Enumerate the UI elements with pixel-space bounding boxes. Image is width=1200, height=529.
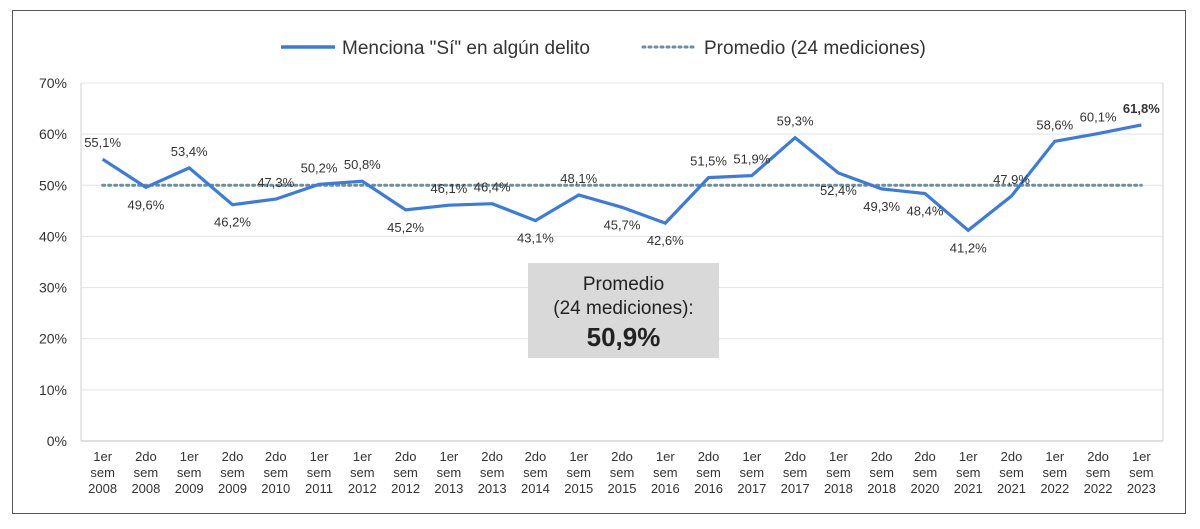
- y-tick-label: 30%: [39, 280, 67, 296]
- x-tick-label: 2do sem 2013: [478, 449, 507, 496]
- gridlines: [80, 82, 1164, 442]
- data-label: 50,8%: [344, 157, 381, 172]
- data-label: 49,6%: [127, 197, 164, 212]
- data-label: 47,3%: [257, 175, 294, 190]
- y-tick-label: 0%: [47, 433, 67, 449]
- data-label: 60,1%: [1080, 110, 1117, 125]
- average-annotation-value: 50,9%: [586, 322, 661, 352]
- x-tick-label: 2do sem 2010: [261, 449, 290, 496]
- line-chart: 0% 10% 20% 30% 40% 50% 60% 70% 1er sem 2008 2do sem…: [39, 38, 1164, 496]
- y-tick-label: 20%: [39, 331, 67, 347]
- data-label: 52,4%: [820, 183, 857, 198]
- x-tick-label: 2do sem 2015: [608, 449, 637, 496]
- chart-frame: 0% 10% 20% 30% 40% 50% 60% 70% 1er sem 2008 2do sem…: [12, 10, 1186, 514]
- data-label: 55,1%: [84, 135, 121, 150]
- x-tick-label: 2do sem 2022: [1084, 449, 1113, 496]
- x-tick-label: 1er sem 2008: [88, 449, 117, 496]
- x-axis-ticks: 1er sem 2008 2do sem 2008 1er sem 2009 2do sem 2009…: [88, 449, 1156, 496]
- data-label: 61,8%: [1123, 101, 1160, 116]
- y-tick-label: 40%: [39, 228, 67, 244]
- y-axis-ticks: 0% 10% 20% 30% 40% 50% 60% 70%: [39, 75, 67, 449]
- data-label: 59,3%: [777, 114, 814, 129]
- legend-label-average: Promedio (24 mediciones): [704, 38, 926, 59]
- x-tick-label: 2do sem 2021: [997, 449, 1026, 496]
- data-label: 51,9%: [733, 152, 770, 167]
- y-tick-label: 10%: [39, 382, 67, 398]
- x-tick-label: 1er sem 2022: [1040, 449, 1069, 496]
- data-label: 51,5%: [690, 154, 727, 169]
- x-tick-label: 2do sem 2018: [867, 449, 896, 496]
- x-tick-label: 2do sem 2020: [910, 449, 939, 496]
- x-tick-label: 1er sem 2023: [1127, 449, 1156, 496]
- legend-label-series: Menciona "Sí" en algún delito: [342, 38, 590, 59]
- x-tick-label: 1er sem 2009: [175, 449, 204, 496]
- x-tick-label: 1er sem 2013: [434, 449, 463, 496]
- x-tick-label: 2do sem 2017: [781, 449, 810, 496]
- x-tick-label: 2do sem 2014: [521, 449, 550, 496]
- data-label: 46,1%: [430, 181, 467, 196]
- data-label: 48,1%: [560, 171, 597, 186]
- data-label: 47,9%: [993, 172, 1030, 187]
- y-tick-label: 60%: [39, 126, 67, 142]
- data-label: 46,2%: [214, 215, 251, 230]
- x-tick-label: 2do sem 2009: [218, 449, 247, 496]
- data-label: 42,6%: [647, 233, 684, 248]
- data-labels: 55,1% 49,6% 53,4% 46,2% 47,3% 50,2% 50,8% 45,2%…: [84, 101, 1160, 255]
- x-tick-label: 2do sem 2008: [131, 449, 160, 496]
- data-label: 41,2%: [950, 240, 987, 255]
- x-tick-label: 2do sem 2016: [694, 449, 723, 496]
- data-label: 53,4%: [171, 144, 208, 159]
- data-label: 58,6%: [1036, 117, 1073, 132]
- x-tick-label: 1er sem 2011: [305, 449, 333, 496]
- data-label: 49,3%: [863, 199, 900, 214]
- y-tick-label: 50%: [39, 177, 67, 193]
- data-label: 45,7%: [604, 217, 641, 232]
- data-label: 45,2%: [387, 220, 424, 235]
- data-label: 48,4%: [907, 203, 944, 218]
- x-tick-label: 1er sem 2015: [564, 449, 593, 496]
- average-annotation-box: Promedio (24 mediciones): 50,9%: [528, 263, 719, 358]
- data-label: 43,1%: [517, 231, 554, 246]
- x-tick-label: 1er sem 2017: [737, 449, 766, 496]
- y-tick-label: 70%: [39, 75, 67, 91]
- x-tick-label: 2do sem 2012: [391, 449, 420, 496]
- data-label: 46,4%: [474, 180, 511, 195]
- legend: Menciona "Sí" en algún delito Promedio (2…: [281, 38, 926, 59]
- x-tick-label: 1er sem 2018: [824, 449, 853, 496]
- x-tick-label: 1er sem 2021: [954, 449, 983, 496]
- average-annotation-line2: (24 mediciones):: [553, 298, 694, 319]
- x-tick-label: 1er sem 2012: [348, 449, 377, 496]
- average-annotation-line1: Promedio: [582, 274, 665, 295]
- data-label: 50,2%: [301, 160, 338, 175]
- x-tick-label: 1er sem 2016: [651, 449, 680, 496]
- main-series: [101, 123, 1142, 233]
